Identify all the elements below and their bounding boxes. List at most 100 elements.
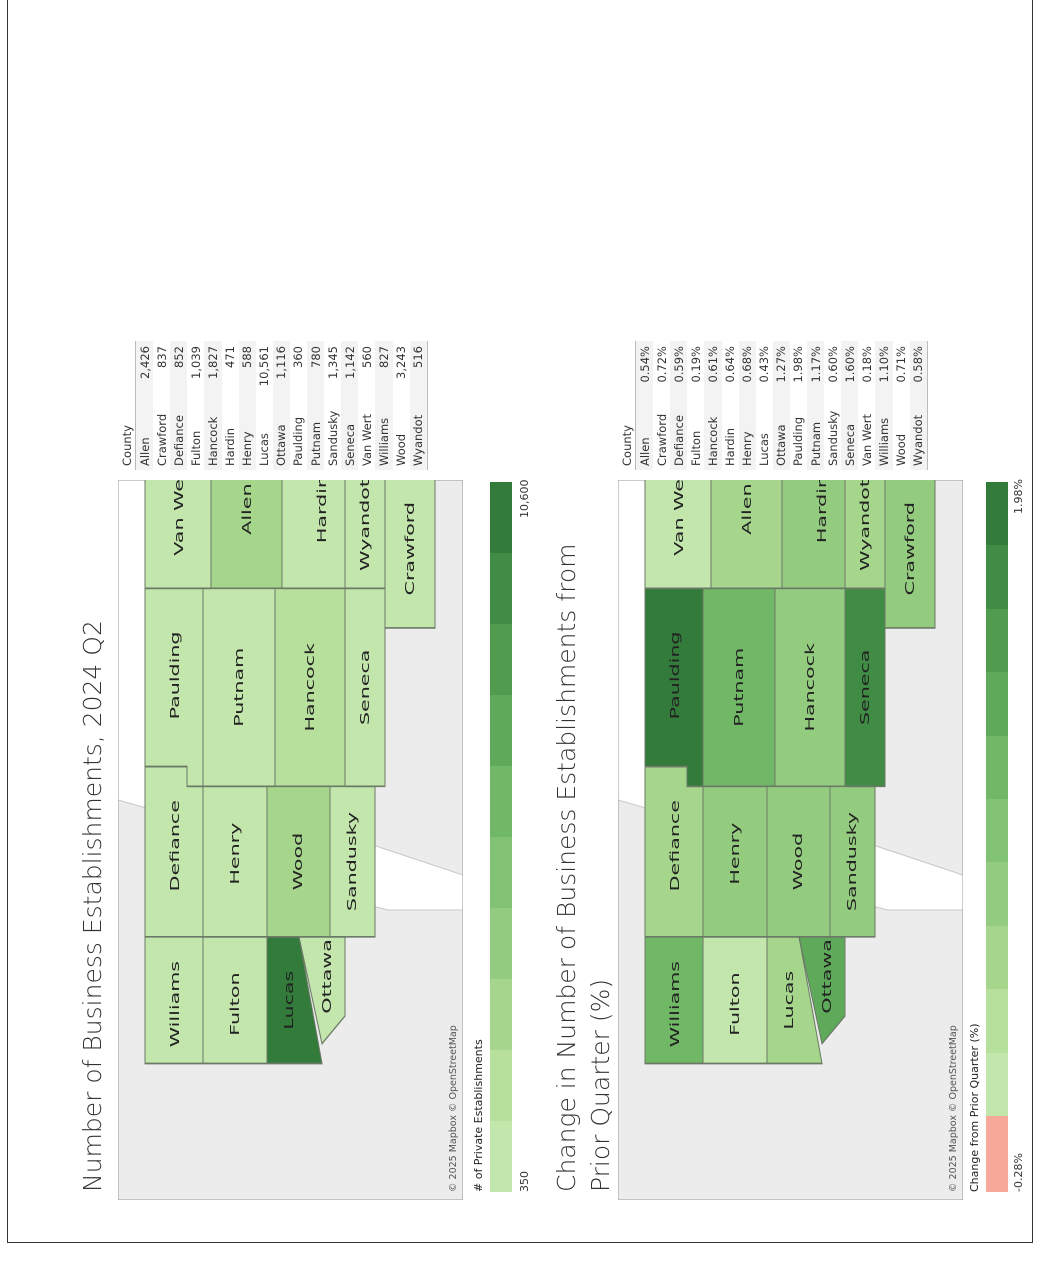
table-row: Allen 0.54% <box>635 341 654 470</box>
table-row: Wood 3,243 <box>393 341 410 470</box>
table-row: Wyandot 0.58% <box>909 341 928 470</box>
table-row: Fulton 1,039 <box>187 341 204 470</box>
county-label: Ottawa <box>820 939 835 1014</box>
table-row: Williams 1.10% <box>875 341 893 470</box>
county-label: Wood <box>791 833 806 891</box>
county-label: Paulding <box>168 631 183 719</box>
map1-title: Number of Business Establishments, 2024 … <box>78 620 107 1192</box>
table-value: 0.71% <box>894 346 909 383</box>
map2-change[interactable]: Allen Crawford Defiance Fulton Hancock Hardin… <box>618 480 963 1200</box>
county-label: Wood <box>291 833 306 891</box>
table-county: Paulding <box>791 416 806 466</box>
county-williams[interactable] <box>144 935 204 1065</box>
county-hardin[interactable] <box>281 480 363 590</box>
table-value: 10,561 <box>257 346 272 387</box>
table-value: 1.10% <box>875 341 893 404</box>
table-row: Sandusky 1,345 <box>324 341 341 470</box>
map1-table-header: County <box>118 341 136 470</box>
table-value: 0.61% <box>704 341 722 404</box>
legend-swatch <box>986 925 1008 990</box>
legend-swatch <box>986 989 1008 1053</box>
table-county: Van Wert <box>859 414 874 466</box>
county-wyandot[interactable] <box>844 480 886 590</box>
table-row: Paulding 1.98% <box>790 341 807 470</box>
table-value: 1,116 <box>272 341 290 404</box>
table-value: 0.59% <box>670 341 688 404</box>
table-value: 0.58% <box>909 341 928 404</box>
county-label: Crawford <box>403 502 418 595</box>
county-label: Wyandot <box>358 480 373 571</box>
table-row: Ottawa 1,116 <box>272 341 290 470</box>
table-county: Crawford <box>654 413 669 466</box>
county-wyandot[interactable] <box>344 480 386 590</box>
table-row: Van Wert 560 <box>358 341 375 470</box>
table-value: 0.54% <box>635 341 654 404</box>
map2-title: Change in Number of Business Establishme… <box>552 543 615 1192</box>
map1-legend-bar <box>490 482 512 1192</box>
table-row: Hancock 1,827 <box>204 341 222 470</box>
table-value: 471 <box>223 346 238 368</box>
table-value: 827 <box>375 341 393 404</box>
table-row: Ottawa 1.27% <box>772 341 790 470</box>
table-row: Lucas 0.43% <box>756 341 773 470</box>
county-label: Williams <box>168 961 183 1047</box>
table-value: 0.43% <box>757 346 772 383</box>
table-row: Allen 2,426 <box>135 341 154 470</box>
table-county: Wood <box>894 433 909 466</box>
county-van-wert[interactable] <box>144 480 212 590</box>
county-label: Fulton <box>228 972 243 1035</box>
legend-swatch <box>986 482 1008 546</box>
county-label: Paulding <box>668 631 683 719</box>
legend-swatch <box>490 695 512 766</box>
table-county: Lucas <box>757 433 772 466</box>
table-county: Putnam <box>307 404 325 470</box>
table-row: Wood 0.71% <box>893 341 910 470</box>
table-county: Lucas <box>257 433 272 466</box>
legend-swatch <box>490 1050 512 1121</box>
county-hardin[interactable] <box>781 480 863 590</box>
table-value: 0.19% <box>688 346 703 383</box>
table-value: 0.60% <box>825 346 840 383</box>
table-county: Williams <box>875 404 893 470</box>
table-row: Fulton 0.19% <box>687 341 704 470</box>
legend-swatch <box>986 862 1008 926</box>
table-row: Seneca 1.60% <box>841 341 859 470</box>
county-wood[interactable] <box>266 785 331 938</box>
table-value: 1.98% <box>791 346 806 383</box>
county-label: Hancock <box>803 643 818 732</box>
table-value: 360 <box>291 346 306 368</box>
county-putnam[interactable] <box>702 587 776 788</box>
map1-establishments[interactable]: Allen Crawford Defiance Fulton Hancock Hardin… <box>118 480 463 1200</box>
table-county: Van Wert <box>359 414 374 466</box>
county-label: Henry <box>728 823 743 885</box>
county-van-wert[interactable] <box>644 480 712 590</box>
county-label: Lucas <box>782 971 797 1030</box>
table-county: Hancock <box>204 404 222 470</box>
table-row: Henry 0.68% <box>738 341 756 470</box>
table-county: Fulton <box>188 430 203 466</box>
county-label: Allen <box>740 483 755 534</box>
county-label: Sandusky <box>345 812 360 911</box>
table-value: 0.18% <box>859 346 874 383</box>
table-value: 516 <box>409 341 428 404</box>
map2-legend-min: -0.28% <box>1012 1153 1025 1192</box>
table-county: Seneca <box>341 404 359 470</box>
county-label: Ottawa <box>320 939 335 1014</box>
map-credit: © 2025 Mapbox © OpenStreetMap <box>948 1025 959 1192</box>
county-label: Allen <box>240 483 255 534</box>
map2-table-header: County <box>618 341 636 470</box>
county-wood[interactable] <box>766 785 831 938</box>
county-label: Lucas <box>282 971 297 1030</box>
legend-swatch <box>490 979 512 1050</box>
county-williams[interactable] <box>644 935 704 1065</box>
table-county: Seneca <box>841 404 859 470</box>
table-county: Wyandot <box>909 404 928 470</box>
table-county: Wood <box>394 433 409 466</box>
table-county: Hardin <box>723 427 738 466</box>
map1-legend-min: 350 <box>518 1171 531 1192</box>
table-county: Hardin <box>223 427 238 466</box>
county-putnam[interactable] <box>202 587 276 788</box>
table-row: Van Wert 0.18% <box>858 341 875 470</box>
table-value: 2,426 <box>135 341 154 404</box>
map2-legend-max: 1.98% <box>1012 479 1025 514</box>
